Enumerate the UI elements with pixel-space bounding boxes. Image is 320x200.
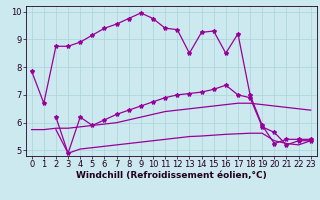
X-axis label: Windchill (Refroidissement éolien,°C): Windchill (Refroidissement éolien,°C) <box>76 171 267 180</box>
